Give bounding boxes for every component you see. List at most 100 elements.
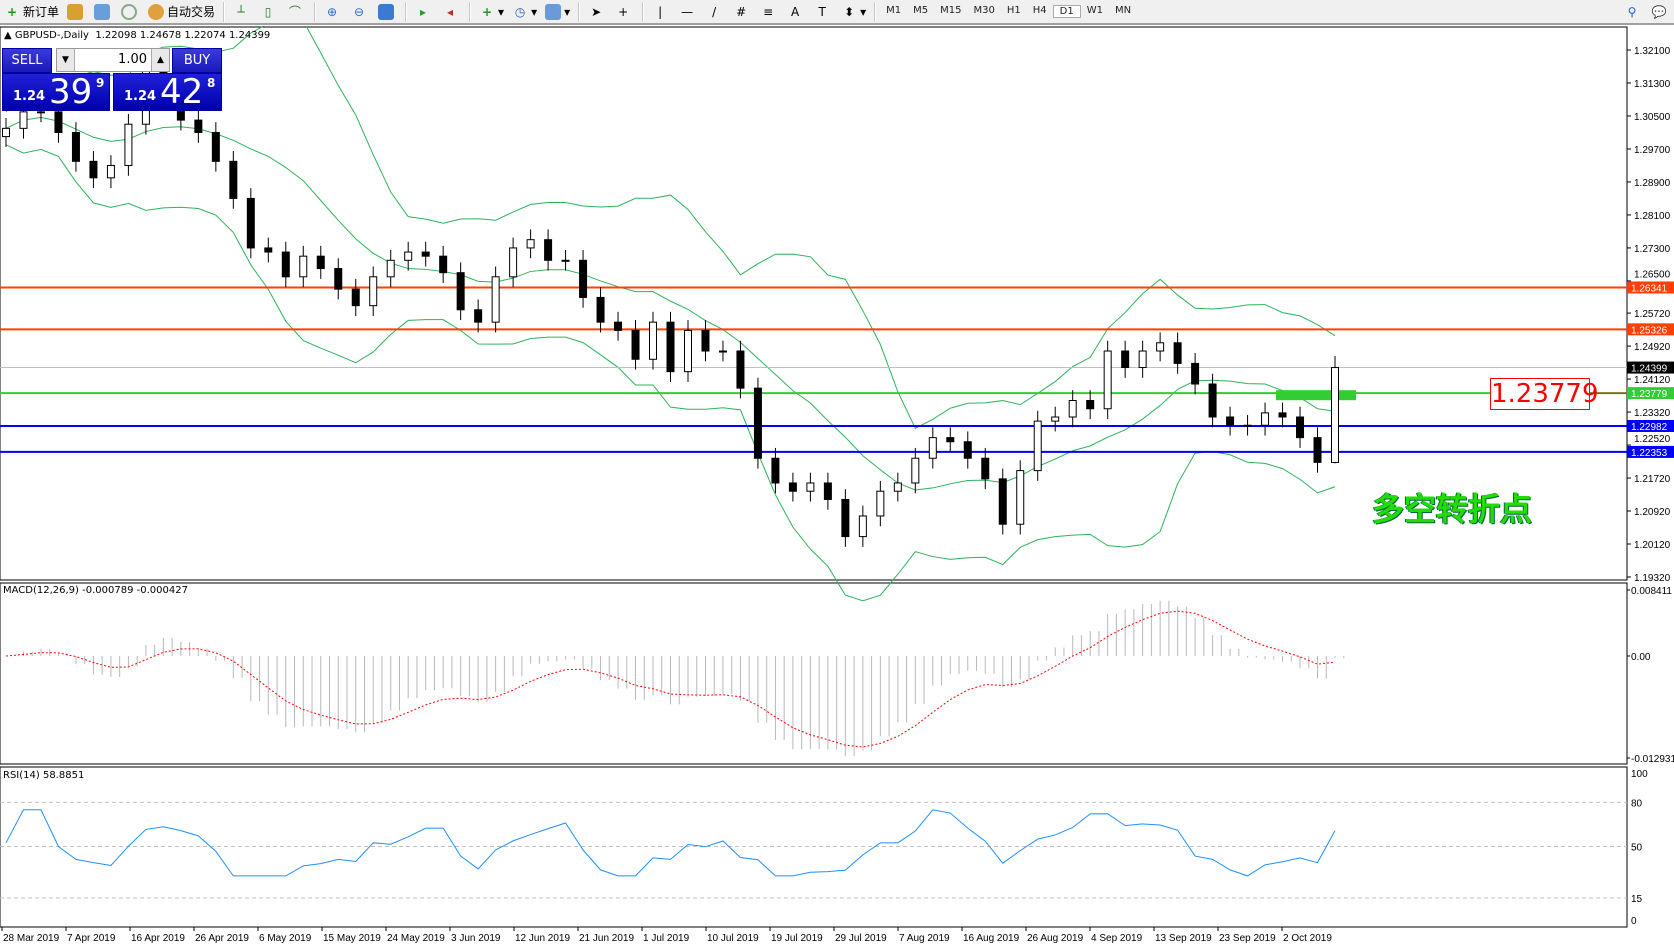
date-tick-label: 4 Sep 2019 — [1091, 933, 1143, 944]
crosshair-button[interactable]: + — [611, 1, 638, 23]
price-label-bg — [1627, 387, 1674, 400]
candle-bear — [963, 441, 972, 459]
candle-bull — [1261, 412, 1270, 426]
turning-point-annotation[interactable]: 多空转折点 — [1372, 490, 1533, 528]
line-chart-button[interactable]: ⌒ — [283, 1, 310, 23]
buy-price[interactable]: 1.24 42 8 — [113, 73, 222, 111]
candle-bull — [1033, 420, 1042, 472]
macd-panel-frame — [0, 582, 1628, 765]
candle-bull — [806, 482, 815, 492]
trendline-button[interactable]: / — [702, 1, 729, 23]
macd-header: MACD(12,26,9) -0.000789 -0.000427 — [3, 585, 188, 596]
candle-bull — [19, 111, 28, 129]
candlestick-button[interactable]: ▯ — [256, 1, 283, 23]
chart-shift-button[interactable]: ▸ — [411, 1, 438, 23]
lot-stepper[interactable]: ▼ 1.00 ▲ — [56, 48, 170, 72]
candle-bull — [1243, 424, 1252, 427]
timeframe-m15[interactable]: M15 — [940, 5, 962, 16]
buy-button[interactable]: BUY — [172, 48, 222, 73]
price-label: 1.22353 — [1631, 448, 1668, 459]
candle-bear — [246, 197, 255, 249]
new-order-button[interactable]: + 新订单 — [0, 1, 63, 23]
candle-bull — [858, 515, 867, 538]
price-label-bg — [1627, 323, 1674, 336]
navigator-button[interactable] — [90, 1, 117, 23]
auto-trading-button[interactable]: 自动交易 — [144, 1, 219, 23]
candle-bear — [281, 251, 290, 278]
candle-bull — [928, 437, 937, 459]
sell-price[interactable]: 1.24 39 9 — [2, 73, 110, 111]
candle-bear — [614, 321, 623, 331]
zoom-in-button[interactable]: ⊕ — [320, 1, 347, 23]
lot-increase-button[interactable]: ▲ — [151, 49, 169, 71]
timeframe-h4[interactable]: H4 — [1032, 5, 1047, 16]
divider — [314, 1, 317, 22]
fibonacci-button[interactable]: ≡ — [756, 1, 783, 23]
timeframe-w1[interactable]: W1 — [1086, 5, 1103, 16]
pivot-price-label[interactable]: 1.23779 — [1490, 378, 1599, 410]
horizontal-line-button[interactable]: — — [675, 1, 702, 23]
candle-bull — [1103, 350, 1112, 410]
chat-icon: 💬 — [1651, 4, 1667, 19]
chart-area[interactable]: 1.32100 1.31300 1.30500 1.29700 1.28900 1.281… — [0, 26, 1674, 947]
candle-bull — [1331, 367, 1339, 463]
candle-bear — [1191, 362, 1200, 385]
equidistant-channel-button[interactable]: # — [729, 1, 756, 23]
bollinger-upper — [5, 26, 1336, 429]
timeframe-m1[interactable]: M1 — [886, 5, 902, 16]
bar-chart-button[interactable]: ┴ — [229, 1, 256, 23]
candle-bull — [1051, 416, 1060, 422]
templates-button[interactable]: ▾ — [541, 1, 574, 23]
date-tick-label: 13 Sep 2019 — [1155, 933, 1212, 944]
autoscroll-button[interactable]: ◂ — [438, 1, 465, 23]
chat-button[interactable]: 💬 — [1647, 1, 1674, 23]
candle-bull — [404, 251, 413, 261]
candle-bull — [36, 111, 45, 114]
divider — [642, 1, 645, 22]
timeframe-m5[interactable]: M5 — [913, 5, 929, 16]
price-tick-label: 1.19320 — [1634, 573, 1671, 584]
candlestick-icon: ▯ — [264, 4, 272, 19]
timeframe-d1[interactable]: D1 — [1052, 5, 1081, 18]
date-tick-label: 21 Jun 2019 — [579, 933, 634, 944]
date-tick-label: 19 Jul 2019 — [771, 933, 823, 944]
cursor-icon: ➤ — [591, 4, 602, 19]
timeframe-m30[interactable]: M30 — [973, 5, 995, 16]
date-tick-label: 12 Jun 2019 — [515, 933, 570, 944]
market-watch-button[interactable] — [63, 1, 90, 23]
timeframe-h1[interactable]: H1 — [1006, 5, 1021, 16]
indicators-button[interactable]: + ▾ — [475, 1, 508, 23]
candle-bear — [823, 482, 832, 500]
cursor-button[interactable]: ➤ — [584, 1, 611, 23]
rsi-tick-label: 15 — [1631, 894, 1643, 905]
zoom-out-button[interactable]: ⊖ — [347, 1, 374, 23]
date-tick-label: 29 Jul 2019 — [835, 933, 887, 944]
signals-button[interactable] — [117, 1, 144, 23]
text-label-button[interactable]: T — [810, 1, 837, 23]
vertical-line-button[interactable]: | — [648, 1, 675, 23]
tile-windows-button[interactable] — [374, 1, 401, 23]
lot-input[interactable]: 1.00 — [75, 49, 151, 71]
auto-trading-icon — [148, 3, 165, 20]
pivot-zone — [1276, 390, 1356, 401]
text-button[interactable]: A — [783, 1, 810, 23]
arrows-button[interactable]: ⬍ ▾ — [837, 1, 870, 23]
candle-bear — [579, 259, 588, 298]
price-tick-label: 1.29700 — [1634, 145, 1671, 156]
periods-button[interactable]: ◷ ▾ — [508, 1, 541, 23]
sell-button[interactable]: SELL — [2, 48, 52, 73]
candle-bear — [981, 457, 990, 480]
price-label-bg — [1627, 281, 1674, 294]
lot-decrease-button[interactable]: ▼ — [57, 49, 75, 71]
candle-bear — [229, 160, 238, 199]
search-button[interactable]: ⚲ — [1620, 1, 1647, 23]
signals-icon — [121, 3, 138, 20]
date-tick-label: 16 Apr 2019 — [131, 933, 185, 944]
timeframe-mn[interactable]: MN — [1114, 5, 1132, 16]
rsi-tick-label: 50 — [1631, 843, 1643, 854]
candle-bear — [596, 296, 605, 323]
candle-bull — [2, 127, 10, 138]
templates-icon — [545, 3, 562, 20]
candle-bear — [1121, 350, 1130, 369]
candle-bear — [456, 272, 465, 311]
